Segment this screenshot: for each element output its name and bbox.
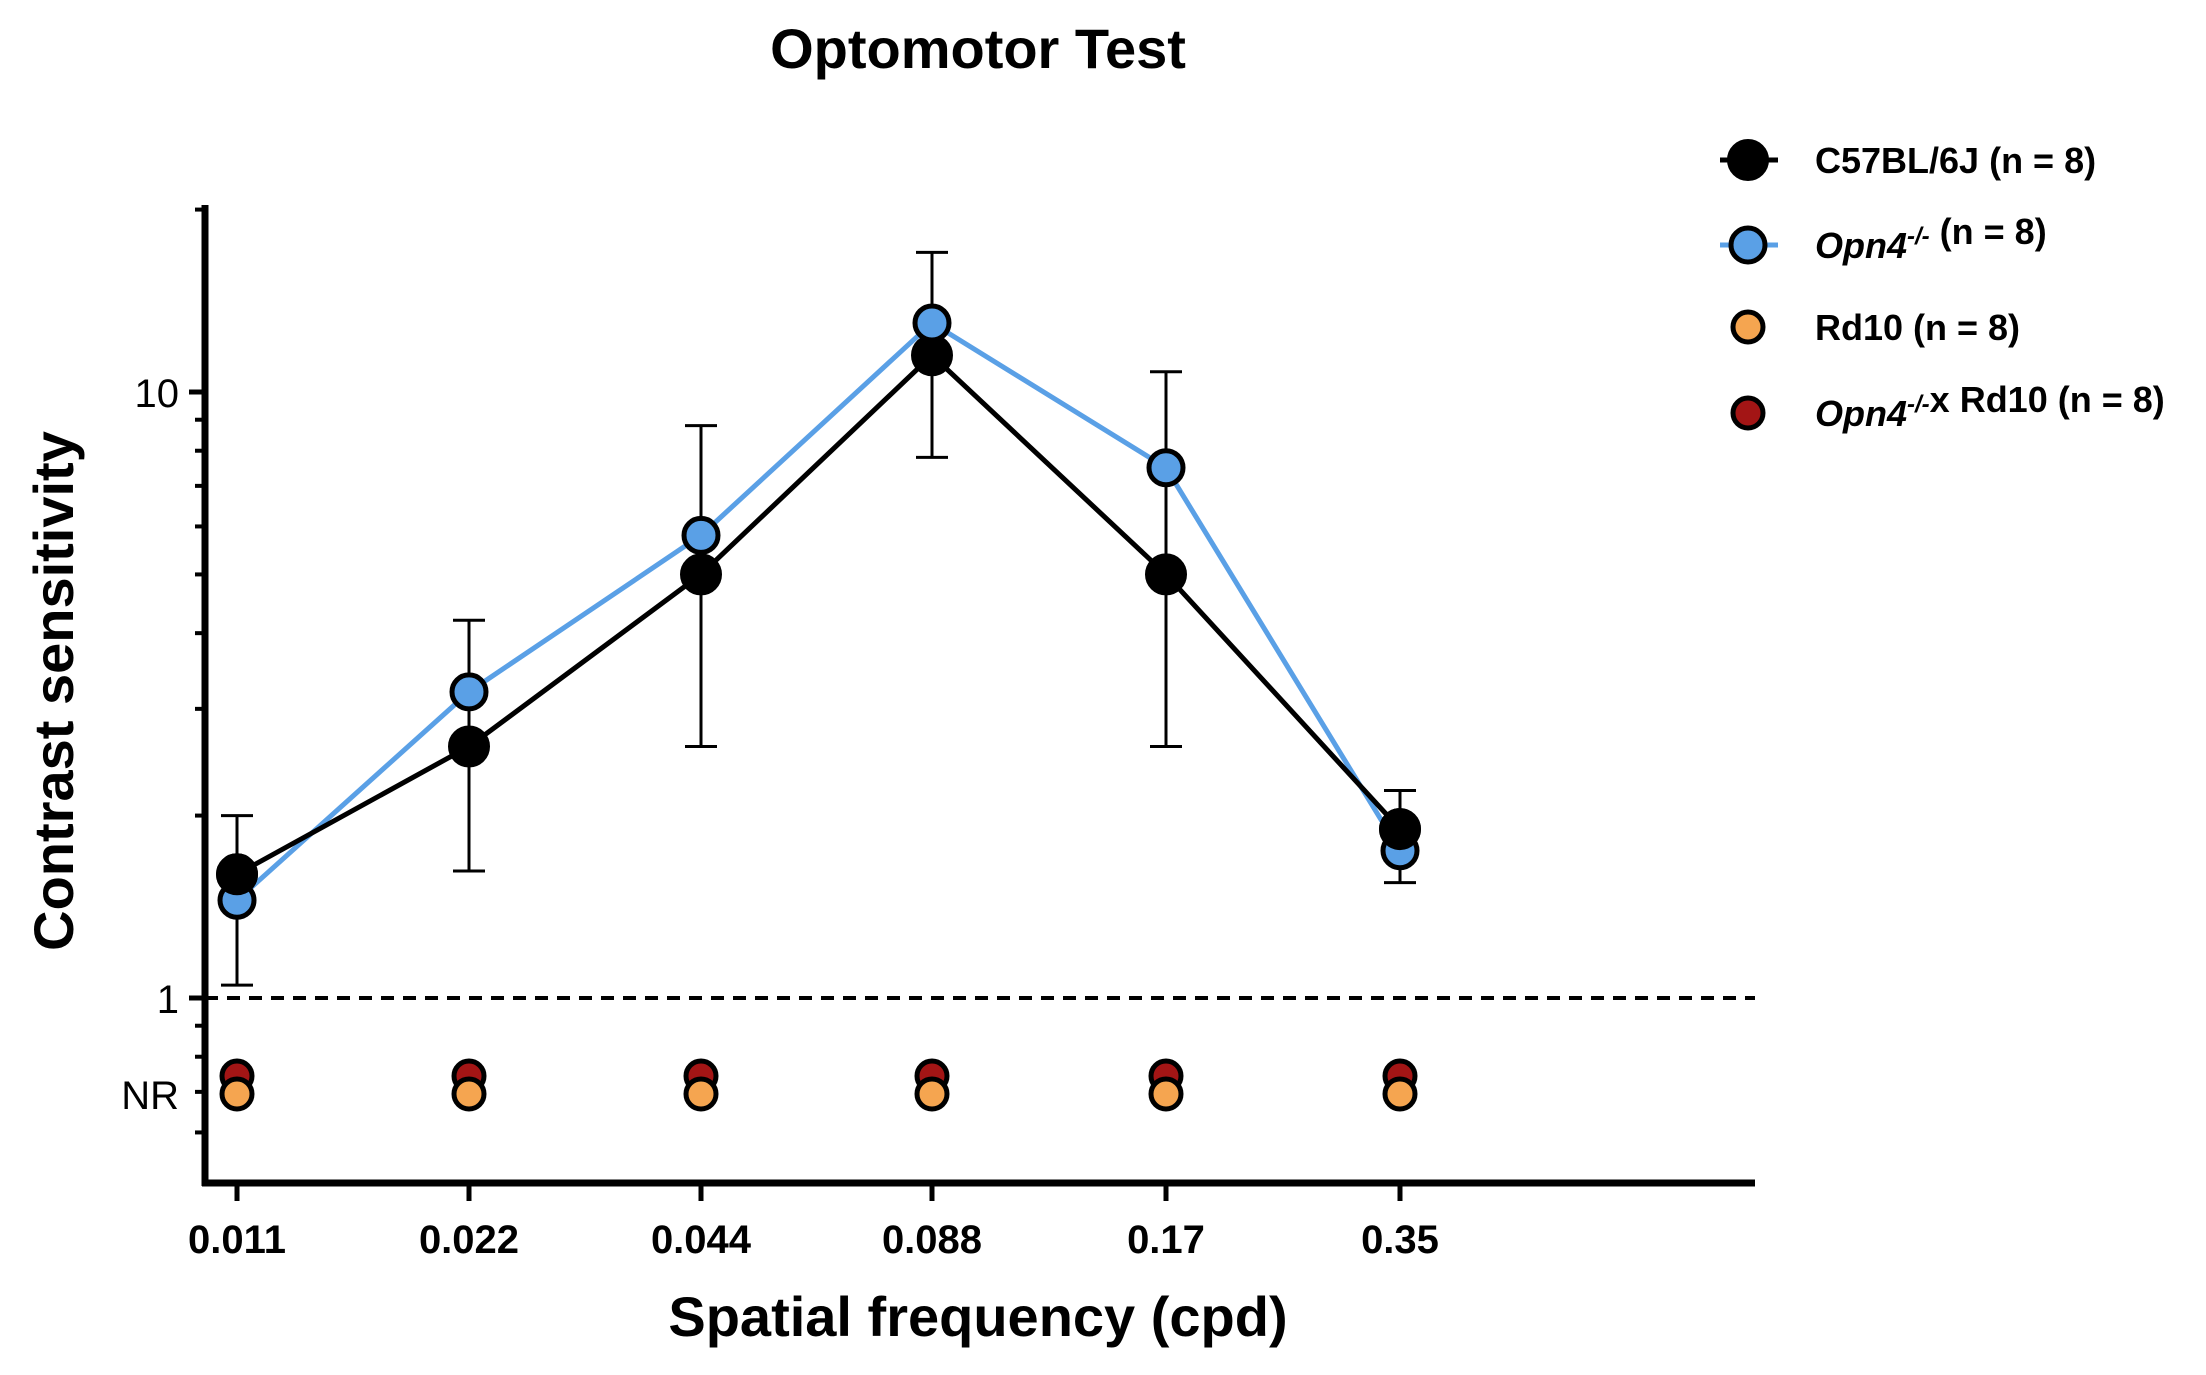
x-tick-label: 0.044 [651, 1218, 752, 1262]
legend: C57BL/6J (n = 8) Opn4-/- (n = 8) Rd10 (n =… [1720, 139, 2165, 434]
series-line-1 [235, 320, 1403, 903]
x-tick-label: 0.35 [1361, 1218, 1439, 1262]
data-point-c57 [680, 553, 722, 596]
x-tick-label: 0.011 [188, 1218, 286, 1262]
legend-label: Rd10 (n = 8) [1815, 307, 2020, 348]
data-point-opn4 [449, 672, 489, 712]
data-point-opn4 [681, 515, 721, 555]
error-bars [221, 250, 1416, 987]
nr-point [914, 1076, 950, 1112]
data-point-c57-top [216, 853, 258, 896]
nr-point [1148, 1076, 1184, 1112]
series-line-0 [235, 352, 1402, 877]
data-point-c57 [1145, 553, 1187, 596]
series-lines [235, 320, 1403, 903]
chart-title: Optomotor Test [770, 17, 1186, 80]
legend-label: Opn4-/-x Rd10 (n = 8) [1815, 379, 2165, 434]
nr-point [1382, 1076, 1418, 1112]
legend-marker [1728, 225, 1768, 265]
y-tick-label-nr: NR [121, 1074, 179, 1118]
nr-point [219, 1076, 255, 1112]
legend-marker [1730, 395, 1766, 431]
legend-marker [1727, 139, 1769, 181]
axes [189, 205, 1755, 1201]
tick-labels: 0.011 0.022 0.044 0.088 0.17 0.35 1 10 NR [121, 372, 1439, 1262]
data-point-c57 [448, 725, 490, 768]
x-tick-label: 0.022 [419, 1218, 519, 1262]
nr-point [451, 1076, 487, 1112]
nr-point [683, 1076, 719, 1112]
y-tick-label: 10 [135, 372, 180, 416]
x-tick-label: 0.088 [882, 1218, 982, 1262]
y-axis-label: Contrast sensitivity [22, 431, 85, 951]
legend-label: Opn4-/- (n = 8) [1815, 211, 2047, 266]
data-point-opn4 [1146, 448, 1186, 488]
legend-label: C57BL/6J (n = 8) [1815, 140, 2096, 181]
x-tick-label: 0.17 [1127, 1218, 1205, 1262]
data-points [216, 303, 1421, 1112]
legend-marker [1730, 309, 1766, 345]
data-point-c57-top [1379, 808, 1421, 851]
data-point-opn4 [912, 303, 952, 343]
y-tick-label: 1 [157, 978, 179, 1022]
x-axis-label: Spatial frequency (cpd) [668, 1285, 1287, 1348]
